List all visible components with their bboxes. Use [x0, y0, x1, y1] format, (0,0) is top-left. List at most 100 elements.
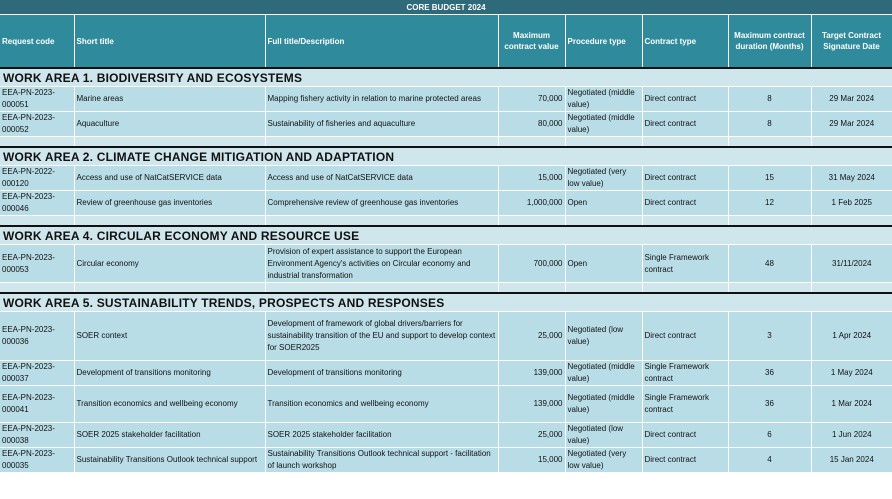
spacer-cell — [728, 282, 812, 294]
spacer-cell — [0, 282, 75, 294]
col-header-procedure: Procedure type — [565, 14, 643, 69]
cell-short-title: SOER 2025 stakeholder facilitation — [74, 422, 266, 448]
table-row: EEA-PN-2023-000046 Review of greenhouse g… — [0, 190, 892, 216]
col-header-max-duration: Maximum contract duration (Months) — [728, 14, 812, 69]
section-spacer — [0, 215, 892, 227]
spacer-cell — [642, 215, 729, 227]
cell-full-title: Development of framework of global drive… — [265, 311, 499, 361]
spacer-cell — [811, 215, 892, 227]
cell-full-title: Sustainability Transitions Outlook techn… — [265, 447, 499, 473]
cell-short-title: Circular economy — [74, 244, 266, 283]
cell-duration: 8 — [728, 111, 812, 137]
work-area-title: WORK AREA 4. CIRCULAR ECONOMY AND RESOUR… — [3, 228, 360, 243]
cell-full-title: SOER 2025 stakeholder facilitation — [265, 422, 499, 448]
cell-contract-type: Direct contract — [642, 447, 729, 473]
table-body: WORK AREA 1. BIODIVERSITY AND ECOSYSTEMS… — [0, 68, 892, 473]
spacer-cell — [0, 136, 75, 148]
table-row: EEA-PN-2022-000120 Access and use of NatC… — [0, 165, 892, 191]
cell-request-code: EEA-PN-2023-000046 — [0, 190, 75, 216]
col-header-contract-type: Contract type — [642, 14, 729, 69]
cell-request-code: EEA-PN-2023-000051 — [0, 86, 75, 112]
cell-contract-type: Direct contract — [642, 86, 729, 112]
cell-short-title: SOER context — [74, 311, 266, 361]
cell-procedure: Open — [565, 190, 643, 216]
cell-request-code: EEA-PN-2023-000038 — [0, 422, 75, 448]
cell-max-value: 25,000 — [498, 422, 566, 448]
cell-procedure: Negotiated (low value) — [565, 422, 643, 448]
cell-request-code: EEA-PN-2023-000035 — [0, 447, 75, 473]
cell-full-title: Transition economics and wellbeing econo… — [265, 385, 499, 423]
cell-procedure: Negotiated (low value) — [565, 311, 643, 361]
col-header-target-date: Target Contract Signature Date — [811, 14, 892, 69]
cell-target-date: 1 May 2024 — [811, 360, 892, 386]
cell-full-title: Development of transitions monitoring — [265, 360, 499, 386]
col-header-request-code: Request code — [0, 14, 75, 69]
table-row: EEA-PN-2023-000037 Development of transit… — [0, 360, 892, 386]
cell-full-title: Comprehensive review of greenhouse gas i… — [265, 190, 499, 216]
cell-target-date: 1 Apr 2024 — [811, 311, 892, 361]
cell-contract-type: Direct contract — [642, 111, 729, 137]
work-area-cell: WORK AREA 4. CIRCULAR ECONOMY AND RESOUR… — [0, 226, 892, 245]
cell-short-title: Sustainability Transitions Outlook techn… — [74, 447, 266, 473]
cell-short-title: Marine areas — [74, 86, 266, 112]
cell-max-value: 1,000,000 — [498, 190, 566, 216]
section-spacer — [0, 282, 892, 294]
cell-short-title: Review of greenhouse gas inventories — [74, 190, 266, 216]
cell-procedure: Negotiated (very low value) — [565, 447, 643, 473]
table-row: EEA-PN-2023-000038 SOER 2025 stakeholder … — [0, 422, 892, 448]
cell-request-code: EEA-PN-2023-000036 — [0, 311, 75, 361]
cell-duration: 48 — [728, 244, 812, 283]
cell-contract-type: Direct contract — [642, 422, 729, 448]
work-area-title: WORK AREA 1. BIODIVERSITY AND ECOSYSTEMS — [3, 70, 303, 85]
cell-max-value: 700,000 — [498, 244, 566, 283]
work-area-cell: WORK AREA 2. CLIMATE CHANGE MITIGATION A… — [0, 147, 892, 166]
spacer-cell — [565, 136, 643, 148]
cell-target-date: 31 May 2024 — [811, 165, 892, 191]
table-row: EEA-PN-2023-000051 Marine areas Mapping fi… — [0, 86, 892, 112]
work-area-title: WORK AREA 2. CLIMATE CHANGE MITIGATION A… — [3, 149, 395, 164]
spacer-cell — [498, 282, 566, 294]
spacer-cell — [565, 282, 643, 294]
cell-procedure: Negotiated (very low value) — [565, 165, 643, 191]
spacer-cell — [0, 215, 75, 227]
spacer-cell — [265, 136, 499, 148]
cell-max-value: 139,000 — [498, 385, 566, 423]
col-header-full-title: Full title/Description — [265, 14, 499, 69]
cell-request-code: EEA-PN-2023-000041 — [0, 385, 75, 423]
table-row: EEA-PN-2023-000053 Circular economy Provis… — [0, 244, 892, 283]
spacer-cell — [498, 136, 566, 148]
cell-contract-type: Direct contract — [642, 165, 729, 191]
cell-full-title: Mapping fishery activity in relation to … — [265, 86, 499, 112]
cell-request-code: EEA-PN-2023-000052 — [0, 111, 75, 137]
cell-duration: 12 — [728, 190, 812, 216]
cell-duration: 3 — [728, 311, 812, 361]
spacer-cell — [728, 136, 812, 148]
cell-duration: 6 — [728, 422, 812, 448]
spacer-cell — [642, 282, 729, 294]
cell-full-title: Provision of expert assistance to suppor… — [265, 244, 499, 283]
table-row: EEA-PN-2023-000035 Sustainability Transit… — [0, 447, 892, 473]
budget-table: CORE BUDGET 2024 Request code Short titl… — [0, 0, 892, 473]
cell-max-value: 70,000 — [498, 86, 566, 112]
cell-target-date: 29 Mar 2024 — [811, 111, 892, 137]
cell-contract-type: Single Framework contract — [642, 360, 729, 386]
cell-duration: 36 — [728, 385, 812, 423]
cell-contract-type: Single Framework contract — [642, 244, 729, 283]
cell-duration: 36 — [728, 360, 812, 386]
cell-full-title: Sustainability of fisheries and aquacult… — [265, 111, 499, 137]
cell-max-value: 139,000 — [498, 360, 566, 386]
cell-duration: 4 — [728, 447, 812, 473]
spacer-cell — [642, 136, 729, 148]
section-spacer — [0, 136, 892, 148]
spacer-cell — [265, 282, 499, 294]
work-area-cell: WORK AREA 1. BIODIVERSITY AND ECOSYSTEMS — [0, 68, 892, 87]
table-row: EEA-PN-2023-000052 Aquaculture Sustainabil… — [0, 111, 892, 137]
work-area-cell: WORK AREA 5. SUSTAINABILITY TRENDS, PROS… — [0, 293, 892, 312]
cell-contract-type: Direct contract — [642, 190, 729, 216]
work-area-header: WORK AREA 4. CIRCULAR ECONOMY AND RESOUR… — [0, 226, 892, 245]
work-area-title: WORK AREA 5. SUSTAINABILITY TRENDS, PROS… — [3, 295, 445, 310]
cell-request-code: EEA-PN-2023-000037 — [0, 360, 75, 386]
cell-duration: 15 — [728, 165, 812, 191]
cell-procedure: Negotiated (middle value) — [565, 111, 643, 137]
